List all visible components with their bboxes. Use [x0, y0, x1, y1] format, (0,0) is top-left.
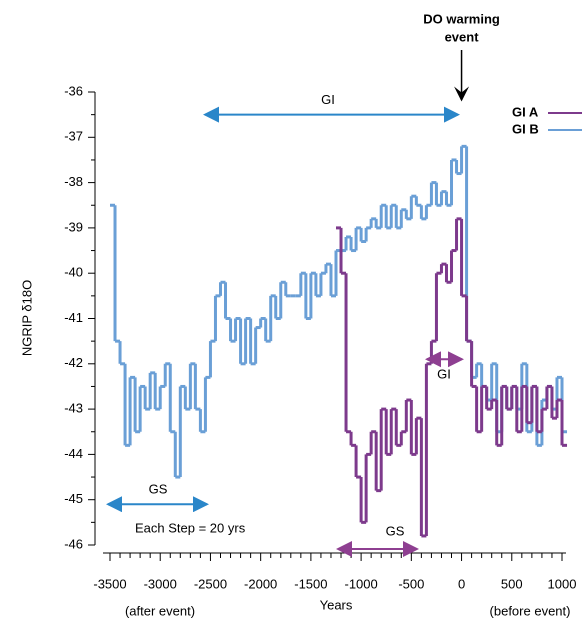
y-tick-label: -38: [64, 174, 83, 189]
x-tick-label: -1500: [294, 576, 327, 591]
step-riser: [113, 146, 564, 478]
x-tick-label: -500: [398, 576, 424, 591]
x-tick-label: 500: [501, 576, 523, 591]
y-tick-label: -36: [64, 83, 83, 98]
y-tick-label: -43: [64, 401, 83, 416]
x-tick-label: -3000: [144, 576, 177, 591]
y-tick-label: -41: [64, 310, 83, 325]
y-tick-label: -45: [64, 491, 83, 506]
x-tick-label: -2500: [194, 576, 227, 591]
annotation: GI: [437, 367, 451, 382]
annotation: event: [445, 29, 480, 44]
legend-label: GI B: [512, 121, 539, 136]
annotation: GI: [321, 92, 335, 107]
x-axis-label: Years: [320, 597, 353, 612]
y-tick-label: -39: [64, 219, 83, 234]
x-tick-label: 1000: [548, 576, 577, 591]
annotation: GS: [386, 523, 405, 538]
annotation: GS: [149, 482, 168, 497]
x-tick-label: -3500: [93, 576, 126, 591]
x-note: (after event): [125, 603, 195, 618]
y-tick-label: -44: [64, 446, 83, 461]
legend-label: GI A: [512, 104, 539, 119]
y-tick-label: -40: [64, 265, 83, 280]
y-tick-label: -46: [64, 536, 83, 551]
x-tick-label: 0: [458, 576, 465, 591]
step-riser: [339, 218, 564, 536]
y-tick-label: -37: [64, 129, 83, 144]
annotation: DO warming: [423, 11, 500, 26]
annotation: Each Step = 20 yrs: [135, 521, 246, 536]
y-axis-label: NGRIP δ18O: [19, 280, 34, 356]
y-tick-label: -42: [64, 355, 83, 370]
x-tick-label: -1000: [344, 576, 377, 591]
x-note: (before event): [490, 603, 571, 618]
x-tick-label: -2000: [244, 576, 277, 591]
